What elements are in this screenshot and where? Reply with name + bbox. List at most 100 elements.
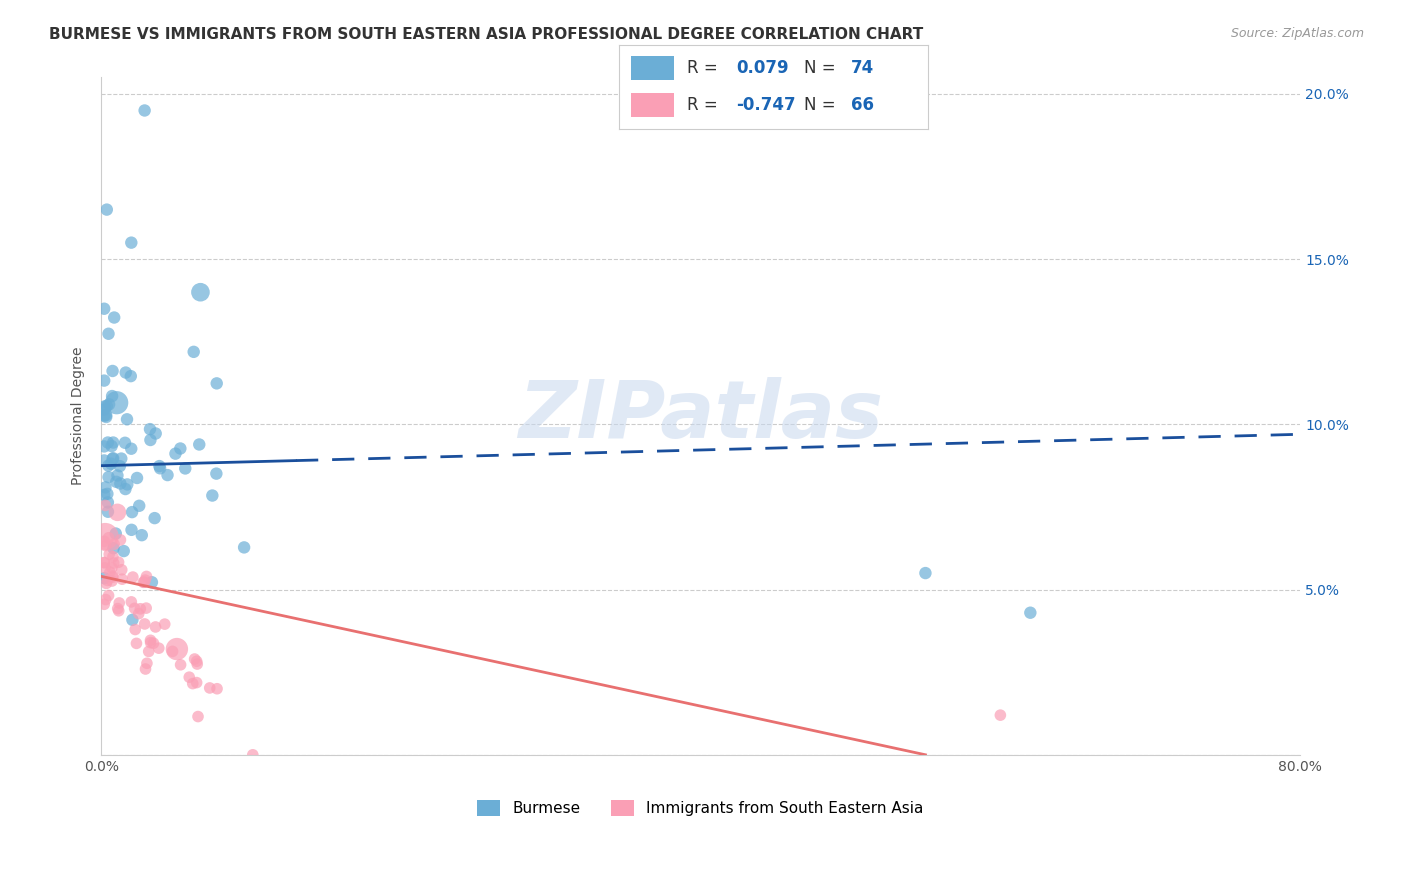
- Point: [188, 437, 211, 451]
- Point: [233, 541, 256, 555]
- Point: [105, 475, 128, 489]
- Point: [96, 399, 118, 413]
- Point: [96, 574, 118, 588]
- Text: 74: 74: [851, 60, 875, 78]
- Point: [110, 451, 132, 466]
- Point: [121, 523, 143, 537]
- Point: [110, 476, 132, 491]
- Point: [143, 511, 166, 525]
- Point: [135, 601, 157, 615]
- Point: [169, 657, 191, 672]
- Point: [169, 442, 191, 456]
- Point: [120, 369, 142, 384]
- Point: [148, 641, 170, 656]
- Point: [97, 470, 120, 484]
- Point: [96, 408, 118, 422]
- Point: [120, 235, 142, 250]
- Point: [148, 459, 170, 474]
- Point: [93, 534, 115, 549]
- Point: [166, 642, 188, 657]
- Point: [97, 435, 120, 450]
- Point: [101, 389, 124, 403]
- Text: N =: N =: [804, 95, 841, 114]
- Text: N =: N =: [804, 60, 841, 78]
- Point: [93, 374, 115, 388]
- Point: [111, 572, 134, 586]
- Point: [124, 601, 146, 615]
- Point: [107, 601, 129, 615]
- Bar: [631, 93, 675, 117]
- Point: [138, 644, 160, 658]
- Point: [103, 556, 125, 570]
- Point: [201, 489, 224, 503]
- Point: [112, 544, 135, 558]
- Point: [134, 662, 156, 676]
- Point: [156, 468, 179, 483]
- Point: [183, 652, 205, 666]
- Point: [107, 505, 129, 519]
- Point: [128, 499, 150, 513]
- Point: [198, 681, 221, 695]
- Point: [1019, 606, 1042, 620]
- Point: [134, 103, 156, 118]
- Point: [108, 596, 131, 610]
- Text: ZIPatlas: ZIPatlas: [519, 377, 883, 455]
- Point: [98, 565, 121, 579]
- Point: [139, 635, 162, 649]
- Point: [174, 461, 197, 475]
- Point: [110, 533, 132, 547]
- Point: [125, 471, 148, 485]
- Point: [107, 468, 129, 483]
- Point: [97, 326, 120, 341]
- Point: [98, 397, 121, 411]
- Point: [93, 301, 115, 316]
- Point: [93, 556, 115, 570]
- Point: [96, 202, 118, 217]
- Point: [103, 537, 125, 551]
- Point: [94, 499, 117, 513]
- Point: [190, 285, 212, 300]
- Point: [97, 505, 120, 519]
- Point: [94, 529, 117, 543]
- Point: [97, 458, 120, 473]
- Point: [93, 439, 115, 453]
- Text: R =: R =: [686, 60, 723, 78]
- Point: [93, 453, 115, 467]
- Point: [101, 570, 124, 584]
- Point: [93, 409, 115, 423]
- Point: [153, 617, 176, 632]
- Point: [114, 482, 136, 496]
- Point: [135, 569, 157, 583]
- Point: [142, 636, 165, 650]
- Point: [93, 571, 115, 585]
- Point: [145, 620, 167, 634]
- Text: -0.747: -0.747: [737, 95, 796, 114]
- Text: 66: 66: [851, 95, 873, 114]
- Point: [93, 597, 115, 611]
- Point: [101, 435, 124, 450]
- Point: [187, 709, 209, 723]
- Point: [98, 547, 121, 561]
- Point: [135, 657, 157, 671]
- Point: [107, 604, 129, 618]
- Point: [139, 422, 162, 436]
- Bar: [631, 56, 675, 80]
- Point: [183, 344, 205, 359]
- Point: [121, 613, 143, 627]
- Point: [96, 487, 118, 501]
- Point: [128, 607, 150, 621]
- Point: [101, 364, 124, 378]
- Text: R =: R =: [686, 95, 723, 114]
- Point: [125, 636, 148, 650]
- Point: [139, 633, 162, 648]
- Point: [101, 561, 124, 575]
- Point: [145, 426, 167, 441]
- Point: [165, 447, 187, 461]
- Point: [97, 495, 120, 509]
- Point: [132, 575, 155, 590]
- Point: [186, 657, 208, 671]
- Point: [97, 589, 120, 603]
- Point: [100, 439, 122, 453]
- Point: [93, 488, 115, 502]
- Point: [134, 573, 156, 587]
